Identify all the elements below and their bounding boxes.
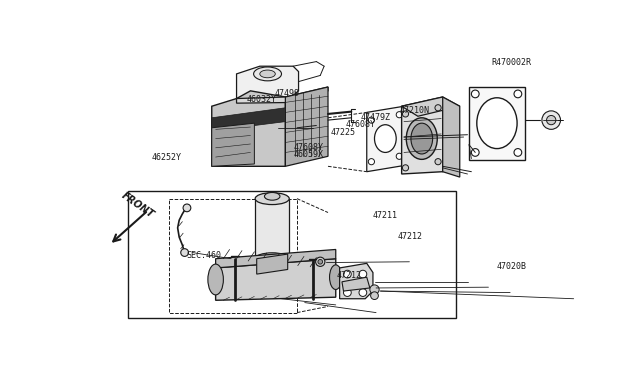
Ellipse shape: [255, 253, 289, 264]
Circle shape: [371, 292, 378, 299]
Circle shape: [211, 131, 215, 135]
Circle shape: [211, 156, 215, 160]
Circle shape: [472, 90, 479, 98]
Text: 46032Y: 46032Y: [246, 95, 276, 104]
Polygon shape: [212, 91, 285, 166]
Circle shape: [472, 148, 479, 156]
Polygon shape: [367, 106, 404, 172]
Text: 47211: 47211: [372, 211, 397, 219]
Polygon shape: [255, 199, 289, 259]
Text: 47225: 47225: [330, 128, 355, 137]
Ellipse shape: [208, 264, 223, 295]
Circle shape: [435, 105, 441, 111]
Text: 47608Y: 47608Y: [293, 143, 323, 152]
Text: 47499: 47499: [275, 89, 300, 98]
Circle shape: [368, 117, 374, 123]
Ellipse shape: [374, 125, 396, 153]
Polygon shape: [237, 66, 298, 99]
Text: 46252Y: 46252Y: [152, 153, 182, 162]
Polygon shape: [443, 97, 460, 177]
Circle shape: [359, 289, 367, 296]
Circle shape: [180, 249, 189, 256]
Circle shape: [514, 90, 522, 98]
Circle shape: [514, 148, 522, 156]
Ellipse shape: [255, 193, 289, 205]
Text: 46059X: 46059X: [293, 150, 323, 160]
Circle shape: [359, 270, 367, 278]
Circle shape: [542, 111, 561, 129]
Circle shape: [344, 270, 351, 278]
Circle shape: [547, 115, 556, 125]
Ellipse shape: [330, 265, 342, 289]
Polygon shape: [402, 97, 460, 116]
Circle shape: [396, 153, 403, 159]
Text: SEC.460: SEC.460: [187, 251, 221, 260]
Polygon shape: [342, 277, 370, 291]
Polygon shape: [212, 123, 254, 166]
Polygon shape: [257, 254, 288, 274]
Polygon shape: [402, 97, 443, 174]
Text: FRONT: FRONT: [120, 190, 156, 219]
Ellipse shape: [264, 192, 280, 200]
Polygon shape: [128, 191, 456, 318]
Ellipse shape: [477, 98, 517, 148]
Text: 47210N: 47210N: [400, 106, 430, 115]
Circle shape: [370, 285, 379, 294]
Circle shape: [396, 112, 403, 118]
Text: 47212: 47212: [337, 271, 362, 280]
Text: 47212: 47212: [397, 232, 422, 241]
Circle shape: [435, 158, 441, 165]
Circle shape: [368, 158, 374, 165]
Ellipse shape: [260, 70, 275, 78]
Text: 47608Y: 47608Y: [346, 120, 375, 129]
Circle shape: [316, 257, 325, 266]
Polygon shape: [469, 87, 525, 160]
Polygon shape: [216, 250, 336, 268]
Circle shape: [211, 144, 215, 147]
Text: 47479Z: 47479Z: [360, 113, 390, 122]
Polygon shape: [285, 87, 328, 166]
Circle shape: [183, 204, 191, 212]
Text: R470002R: R470002R: [492, 58, 532, 67]
Circle shape: [211, 150, 215, 154]
Circle shape: [344, 289, 351, 296]
Polygon shape: [340, 263, 373, 299]
Polygon shape: [237, 87, 328, 103]
Circle shape: [318, 260, 323, 264]
Polygon shape: [212, 108, 285, 131]
Text: 47020B: 47020B: [497, 262, 527, 271]
Circle shape: [211, 137, 215, 141]
Circle shape: [403, 111, 408, 117]
Ellipse shape: [411, 123, 433, 154]
Ellipse shape: [253, 67, 282, 81]
Ellipse shape: [406, 118, 437, 159]
Circle shape: [403, 165, 408, 171]
Polygon shape: [216, 259, 336, 300]
